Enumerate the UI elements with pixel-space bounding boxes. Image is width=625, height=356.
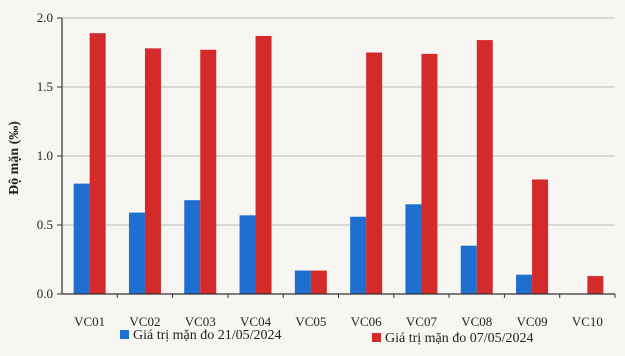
y-tick-label: 0.0 xyxy=(37,286,53,301)
x-tick-label: VC10 xyxy=(572,314,603,329)
x-tick-label: VC04 xyxy=(240,314,272,329)
x-tick-label: VC07 xyxy=(406,314,438,329)
bar-series-2 xyxy=(144,48,161,294)
legend-label: Giá trị mặn đo 07/05/2024 xyxy=(385,331,534,346)
legend-label: Giá trị mặn đo 21/05/2024 xyxy=(133,328,282,343)
x-tick-label: VC02 xyxy=(129,314,160,329)
legend: Giá trị mặn đo 21/05/2024 Giá trị mặn đo … xyxy=(120,328,534,346)
bar-series-2 xyxy=(255,35,272,294)
bar-series-1 xyxy=(128,212,145,294)
bar-series-1 xyxy=(73,183,90,294)
bar-series-1 xyxy=(405,204,422,294)
bar-series-1 xyxy=(239,215,256,294)
bar-series-2 xyxy=(89,33,106,295)
bar-layer xyxy=(73,33,604,295)
x-tick-label: VC01 xyxy=(74,314,105,329)
bar-series-1 xyxy=(294,270,311,294)
bar-series-2 xyxy=(476,40,493,294)
bar-series-2 xyxy=(200,49,217,294)
y-tick-label: 0.5 xyxy=(37,217,53,232)
bar-series-2 xyxy=(532,179,549,294)
y-axis-title: Độ mặn (‰) xyxy=(7,121,22,195)
y-tick-label: 1.5 xyxy=(37,79,53,94)
bar-series-1 xyxy=(516,274,533,294)
bar-series-2 xyxy=(366,52,383,294)
x-tick-label: VC08 xyxy=(461,314,492,329)
x-tick-label: VC03 xyxy=(185,314,216,329)
bar-series-1 xyxy=(184,200,201,294)
legend-swatch xyxy=(372,333,381,342)
legend-swatch xyxy=(120,330,129,339)
x-tick-label: VC06 xyxy=(351,314,383,329)
bar-series-2 xyxy=(587,276,604,294)
x-tick-label: VC09 xyxy=(517,314,548,329)
y-tick-label: 2.0 xyxy=(37,10,53,25)
x-tick-label: VC05 xyxy=(295,314,326,329)
bar-series-2 xyxy=(310,270,327,294)
axis-layer: 0.0 0.5 1.0 1.5 2.0 VC01 VC02 VC03 VC04 VC05 VC06 V… xyxy=(37,10,616,329)
bar-series-1 xyxy=(460,245,477,294)
bar-series-2 xyxy=(421,53,438,294)
y-tick-label: 1.0 xyxy=(37,148,53,163)
bar-series-1 xyxy=(350,216,367,294)
